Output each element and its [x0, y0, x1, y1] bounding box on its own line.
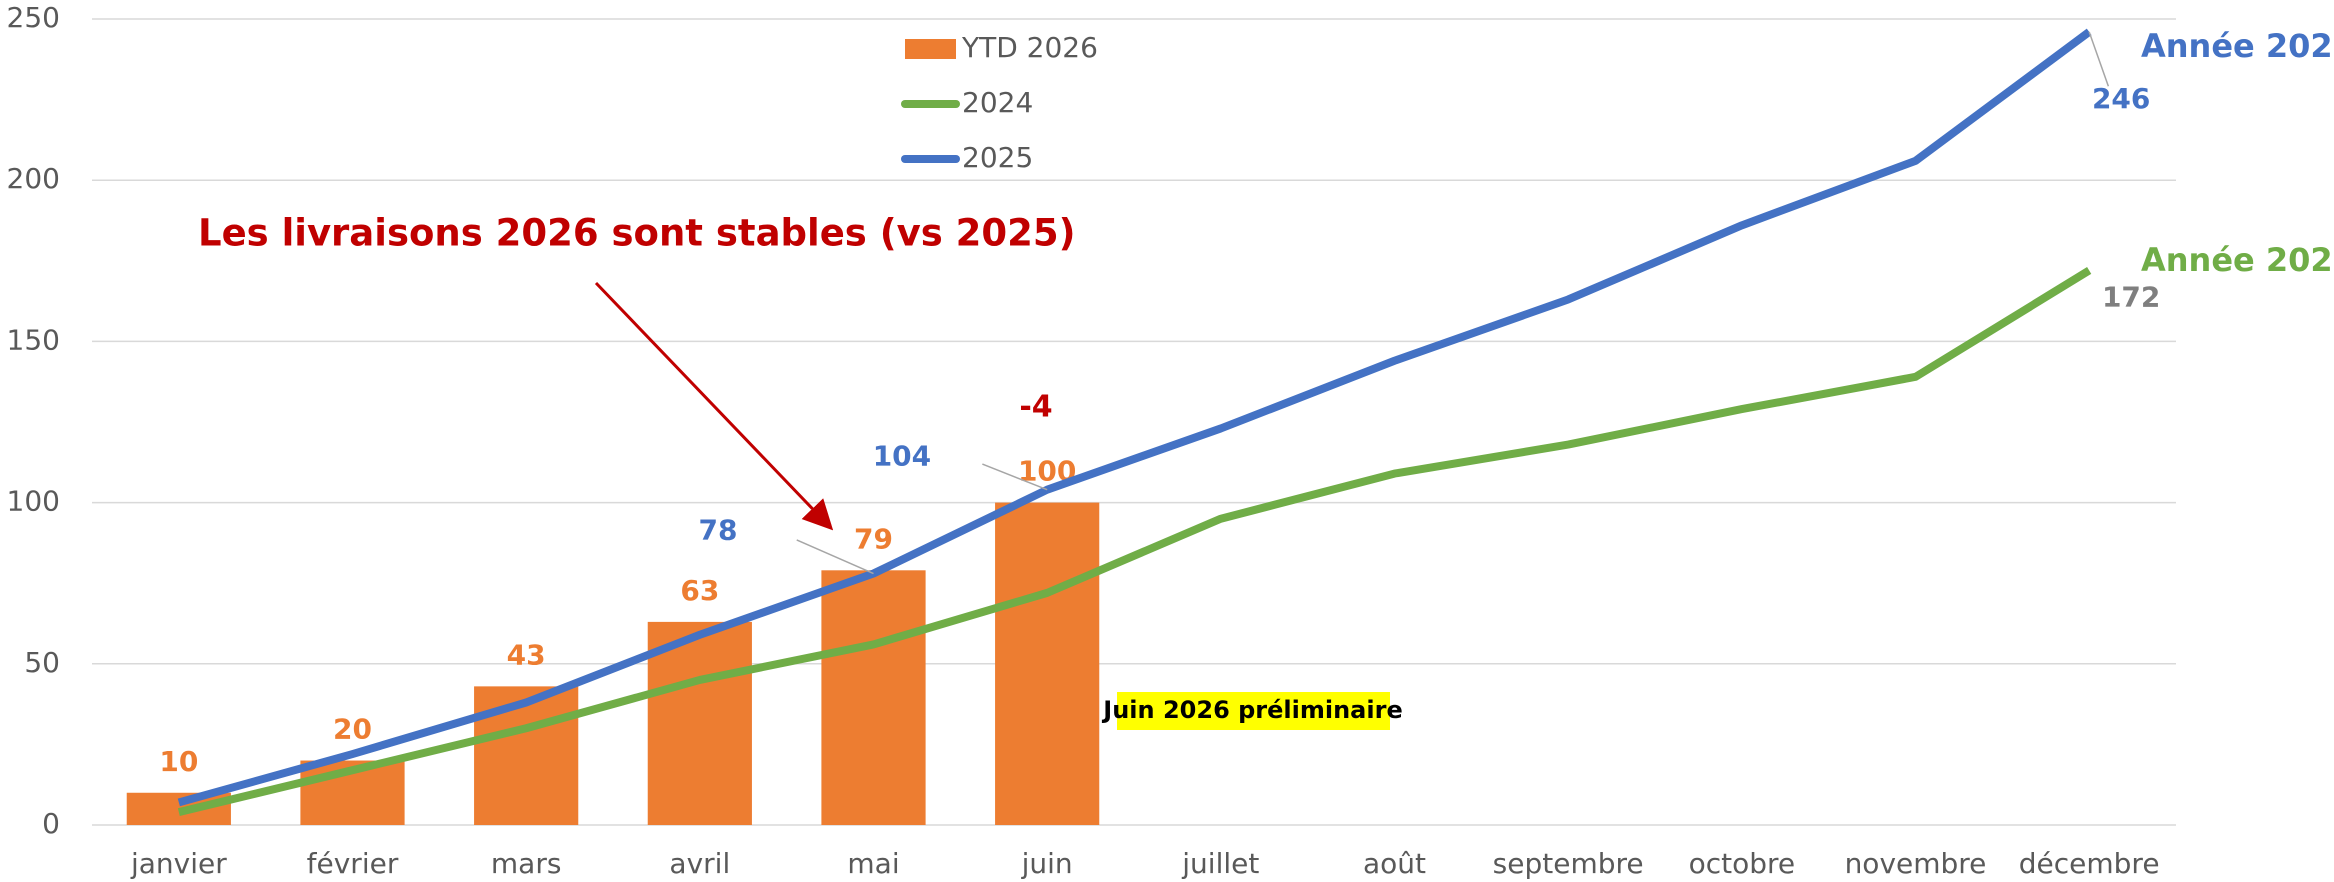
bar: [821, 570, 926, 825]
legend-swatch: [905, 39, 956, 59]
legend-label: YTD 2026: [961, 31, 1098, 64]
bar: [995, 502, 1100, 825]
data-label: 104: [873, 440, 931, 473]
annotation: -4: [1019, 390, 1052, 425]
data-label: 78: [699, 514, 738, 547]
y-tick-label: 250: [7, 1, 60, 34]
x-tick-label: février: [307, 847, 399, 880]
x-tick-label: janvier: [130, 847, 227, 880]
y-tick-label: 150: [7, 323, 60, 356]
data-label: 172: [2102, 280, 2160, 313]
data-label: 79: [854, 522, 893, 555]
data-label: 246: [2092, 82, 2150, 115]
data-label: 10: [159, 745, 198, 778]
y-tick-label: 100: [7, 485, 60, 518]
arrow: [594, 281, 834, 531]
legend-label: 2025: [962, 141, 1033, 174]
leader-line: [982, 463, 1048, 491]
bar: [474, 686, 579, 825]
annotation: Année 2025: [2141, 27, 2334, 65]
highlight: [1117, 692, 1390, 730]
x-tick-label: novembre: [1845, 847, 1987, 880]
x-tick-label: décembre: [2019, 847, 2160, 880]
y-tick-label: 200: [7, 162, 60, 195]
line: [177, 267, 2092, 816]
x-tick-label: avril: [669, 847, 730, 880]
y-tick-label: 0: [42, 807, 60, 840]
x-tick-label: mai: [847, 847, 899, 880]
x-tick-label: septembre: [1493, 847, 1644, 880]
x-tick-label: août: [1363, 847, 1426, 880]
legend-label: 2024: [962, 86, 1033, 119]
data-label: 20: [333, 713, 372, 746]
data-label: 63: [680, 574, 719, 607]
line: [177, 28, 2092, 807]
y-tick-label: 50: [24, 646, 60, 679]
x-tick-label: juillet: [1181, 847, 1259, 880]
x-tick-label: octobre: [1689, 847, 1796, 880]
plot: 0 50 100 150 200 250 janvier février mars avril ma…: [7, 1, 2176, 880]
annotation: Année 2024: [2141, 241, 2334, 279]
annotation: Juin 2026 préliminaire: [1101, 696, 1402, 724]
leader-line: [796, 539, 874, 575]
x-tick-label: juin: [1021, 847, 1073, 880]
bar: [647, 621, 752, 825]
annotation: Les livraisons 2026 sont stables (vs 202…: [198, 212, 1076, 255]
x-tick-label: mars: [491, 847, 562, 880]
data-label: 43: [507, 638, 546, 671]
leader-line: [2088, 31, 2110, 87]
